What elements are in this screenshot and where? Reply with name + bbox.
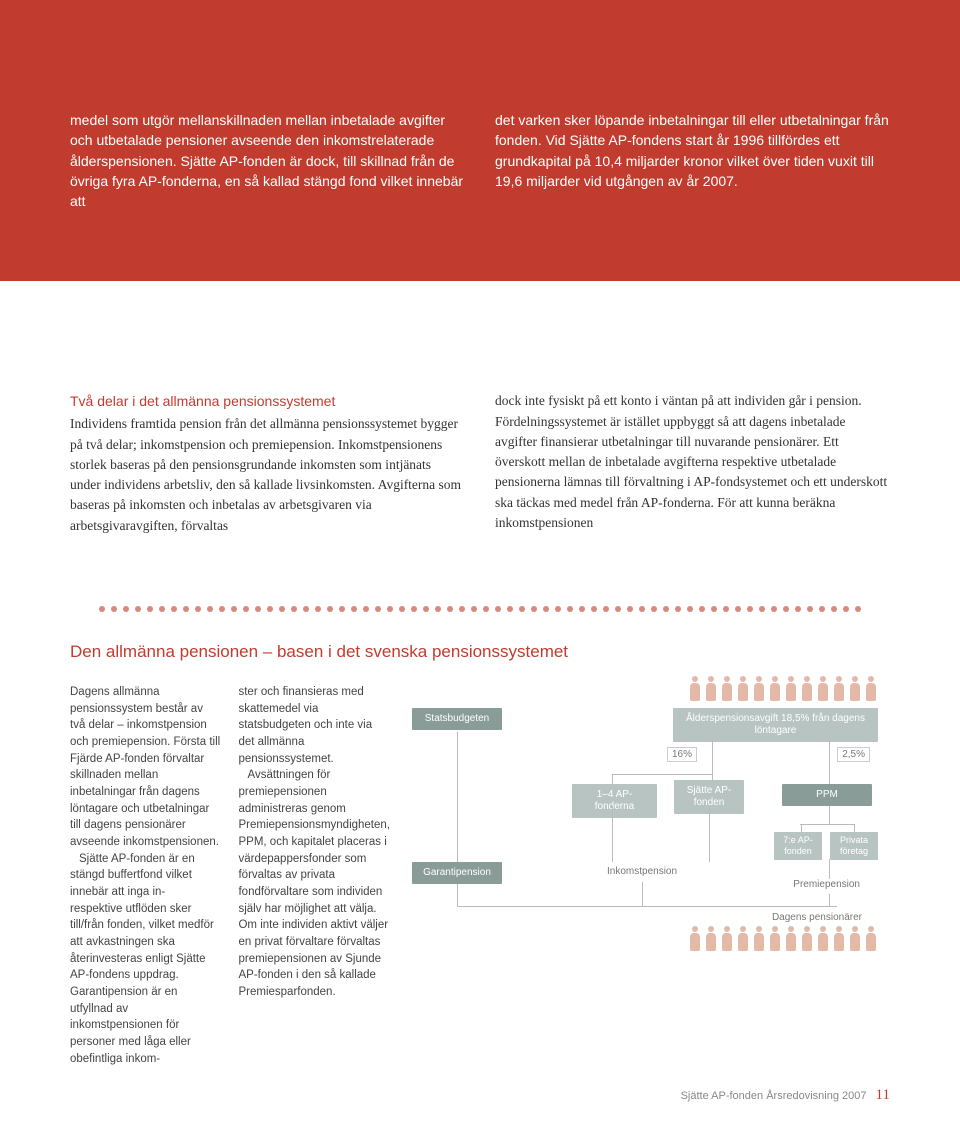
dotted-divider — [0, 576, 960, 632]
box-top-label: Ålderspensionsavgift 18,5% från dagens l… — [673, 708, 878, 742]
people-top-row — [688, 676, 878, 706]
label-inkomstpension: Inkomstpension — [607, 866, 677, 877]
bottom-p3: ster och finansieras med skattemedel via… — [238, 684, 390, 767]
bottom-p1: Dagens allmänna pensionssystem består av… — [70, 684, 220, 851]
bottom-section: Den allmänna pensionen – basen i det sve… — [0, 632, 960, 1067]
middle-section: Två delar i det allmänna pensionssysteme… — [0, 281, 960, 576]
box-privata-foretag: Privata företag — [830, 832, 878, 860]
bottom-title: Den allmänna pensionen – basen i det sve… — [70, 642, 890, 662]
pct-16: 16% — [667, 747, 697, 762]
people-bottom-row — [688, 926, 878, 956]
mid-left-paragraph: Individens framtida pension från det all… — [70, 416, 461, 532]
box-ppm: PPM — [782, 784, 872, 806]
bottom-p4: Avsättningen för premiepensionen adminis… — [238, 767, 390, 1000]
label-dagens-pensionarer: Dagens pensionärer — [772, 912, 862, 923]
box-garantipension: Garantipension — [412, 862, 502, 884]
page-footer: Sjätte AP-fonden Årsredovisning 2007 11 — [0, 1067, 960, 1118]
box-1-4-apfonderna: 1–4 AP-fonderna — [572, 784, 657, 818]
pension-diagram: Ålderspensionsavgift 18,5% från dagens l… — [412, 684, 890, 954]
footer-text: Sjätte AP-fonden Årsredovisning 2007 — [681, 1090, 867, 1102]
bottom-p2: Sjätte AP-fonden är en stängd buffertfon… — [70, 851, 220, 1068]
top-red-banner: medel som utgör mellanskillnaden mellan … — [0, 0, 960, 281]
pct-25: 2,5% — [837, 747, 870, 762]
mid-heading: Två delar i det allmänna pensionssysteme… — [70, 391, 465, 412]
box-statsbudgeten: Statsbudgeten — [412, 708, 502, 730]
mid-right-paragraph: dock inte fysiskt på ett konto i väntan … — [495, 393, 887, 530]
top-left-paragraph: medel som utgör mellanskillnaden mellan … — [70, 110, 465, 211]
bottom-text-columns: Dagens allmänna pensionssystem består av… — [70, 684, 390, 1067]
top-right-paragraph: det varken sker löpande inbetalningar ti… — [495, 110, 890, 211]
box-7e-apfonden: 7:e AP-fonden — [774, 832, 822, 860]
label-premiepension: Premiepension — [793, 879, 860, 890]
page-number: 11 — [876, 1087, 890, 1103]
